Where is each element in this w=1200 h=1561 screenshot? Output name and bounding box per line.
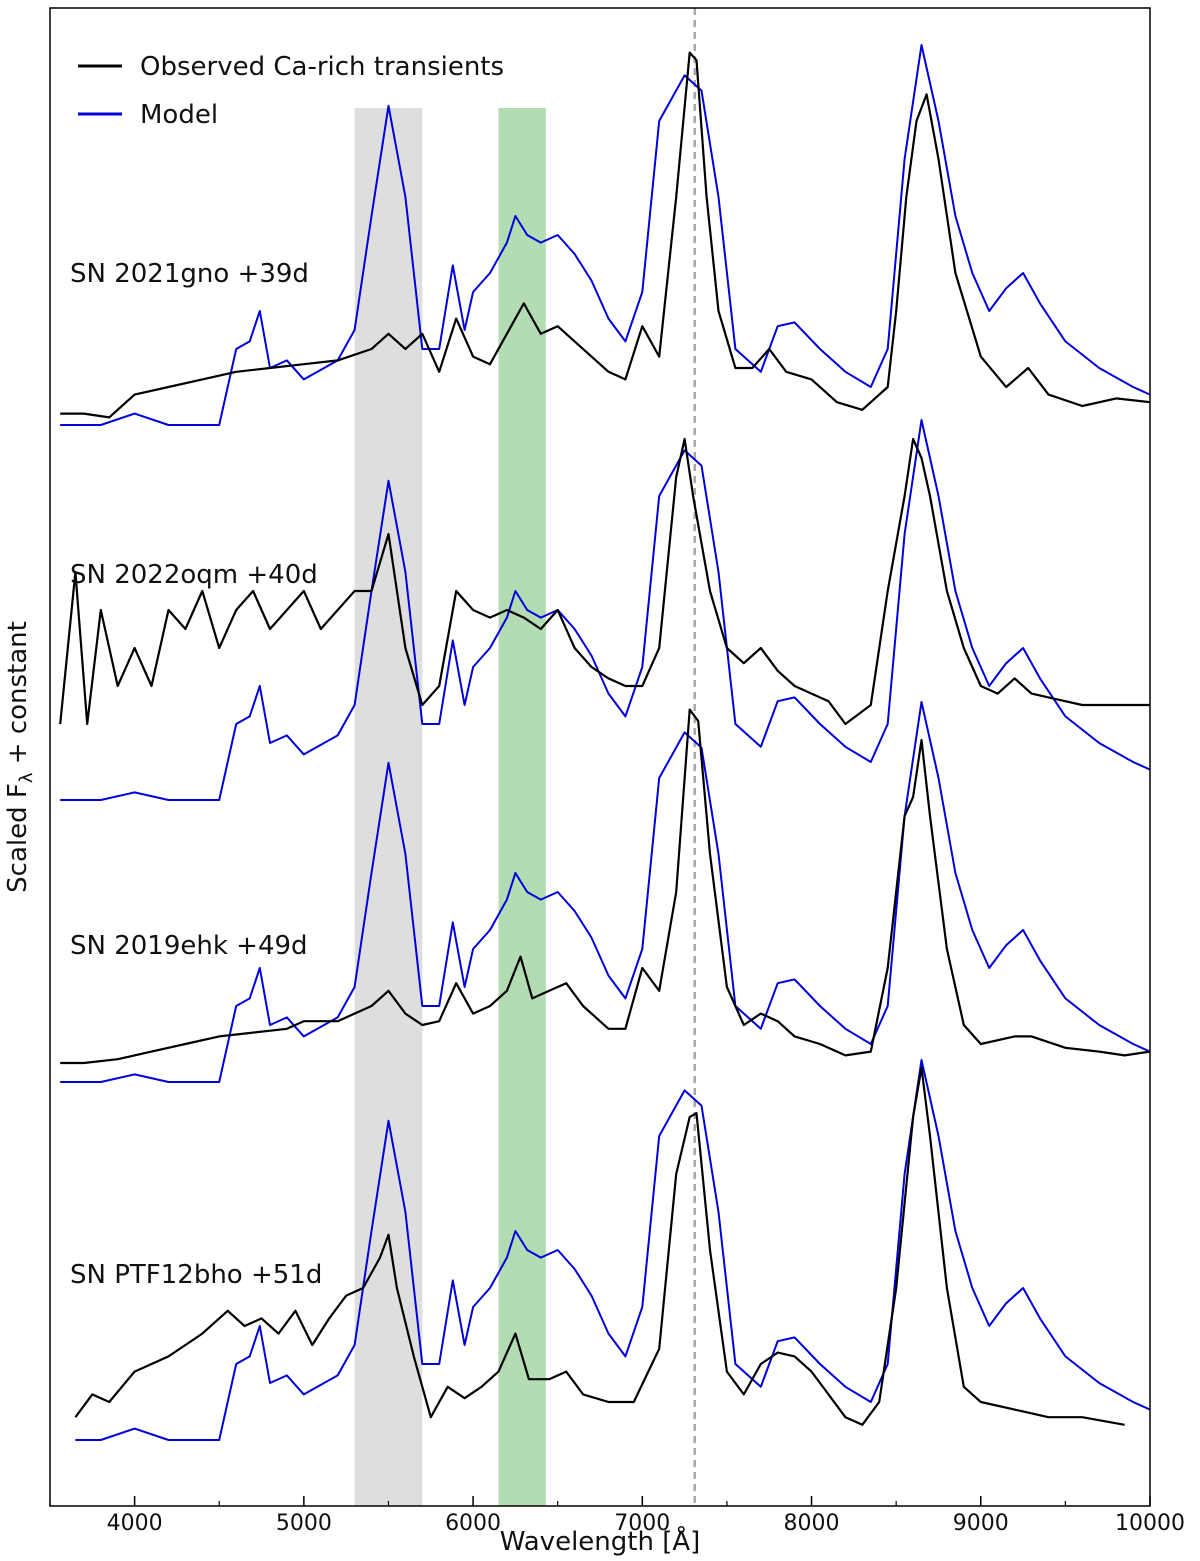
shaded-region-2: [498, 108, 546, 1506]
spectrum-labels: SN 2021gno +39d SN 2022oqm +40d SN 2019ehk…: [70, 259, 322, 1290]
spectrum-label-4: SN PTF12bho +51d: [70, 1260, 322, 1290]
observed-line-1: [60, 51, 1151, 419]
model-line-1: [60, 44, 1151, 426]
y-axis-label-tail: + constant: [3, 621, 33, 772]
spectrum-label-3: SN 2019ehk +49d: [70, 931, 308, 961]
spectrum-label-2: SN 2022oqm +40d: [70, 560, 318, 590]
legend: Observed Ca-rich transients Model: [78, 52, 504, 130]
spectrum-label-1: SN 2021gno +39d: [70, 259, 309, 289]
x-tick-label-7000: 7000: [614, 1511, 670, 1536]
observed-line-2: [59, 437, 1150, 726]
x-tick-label-10000: 10000: [1115, 1511, 1185, 1536]
x-axis-label: Wavelength [Å]: [500, 1525, 701, 1557]
x-tick-label-9000: 9000: [953, 1511, 1009, 1536]
x-axis-ticks: 4000 5000 6000 7000 8000 9000 10000: [49, 1496, 1185, 1536]
spectra-curves: [59, 44, 1151, 1441]
model-line-2: [60, 419, 1151, 801]
legend-label-2: Model: [140, 100, 218, 130]
shaded-region-1: [354, 108, 423, 1506]
observed-line-3: [60, 708, 1151, 1065]
plot-frame: [49, 7, 1151, 1507]
model-line-3: [60, 701, 1151, 1083]
x-tick-label-5000: 5000: [276, 1511, 332, 1536]
x-tick-label-8000: 8000: [784, 1511, 840, 1536]
x-tick-label-4000: 4000: [107, 1511, 163, 1536]
model-line-4: [75, 1059, 1151, 1441]
y-axis-label-sub: λ: [16, 772, 37, 783]
legend-label-1: Observed Ca-rich transients: [140, 52, 504, 82]
observed-line-4: [74, 1066, 1125, 1426]
y-axis-label-main: Scaled F: [3, 783, 33, 893]
y-axis-label: Scaled Fλ + constant: [3, 621, 37, 893]
x-tick-label-6000: 6000: [445, 1511, 501, 1536]
